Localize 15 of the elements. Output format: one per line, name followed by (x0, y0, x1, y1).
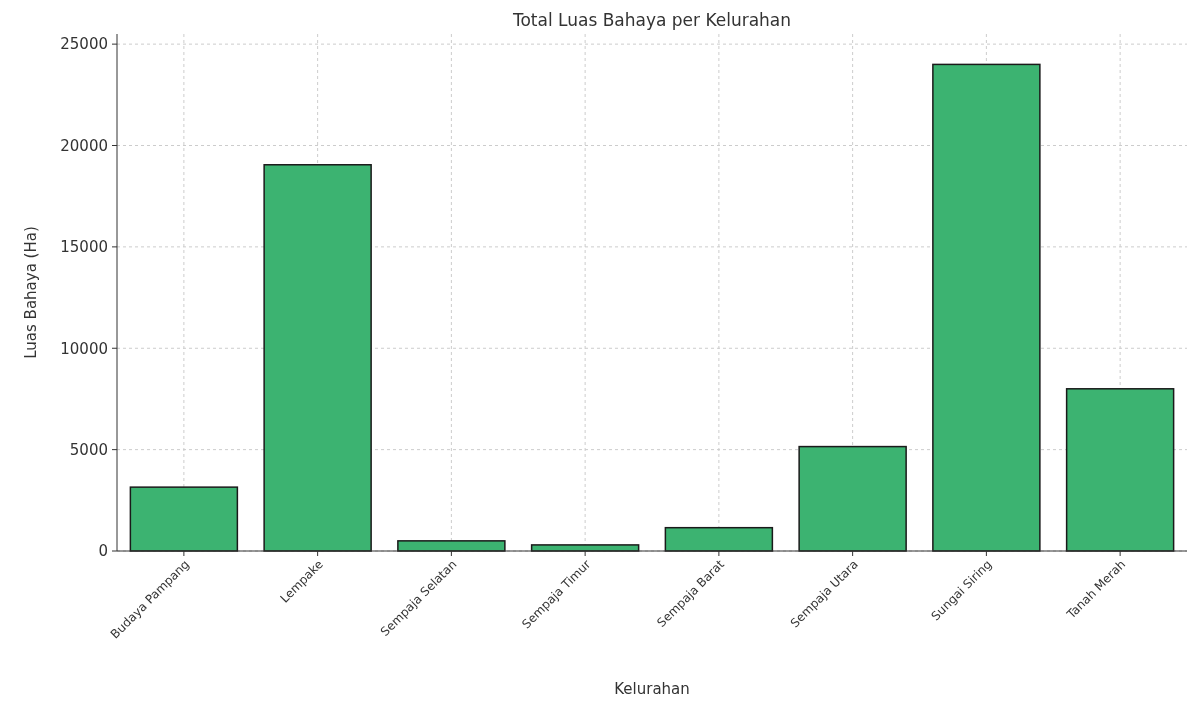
y-tick-label: 20000 (60, 136, 108, 155)
y-tick-label: 5000 (69, 440, 108, 459)
bar (932, 63, 1041, 552)
bar (129, 486, 239, 552)
bar (798, 445, 907, 552)
y-tick-label: 25000 (60, 35, 108, 54)
bar (263, 164, 372, 552)
y-tick-label: 10000 (60, 339, 108, 358)
bar (1065, 388, 1175, 552)
x-axis-title: Kelurahan (614, 680, 690, 698)
bar (664, 526, 774, 552)
y-axis-title: Luas Bahaya (Ha) (22, 226, 40, 359)
y-tick-label: 0 (98, 542, 108, 561)
chart-title: Total Luas Bahaya per Kelurahan (511, 10, 792, 30)
y-tick-label: 15000 (60, 238, 108, 257)
